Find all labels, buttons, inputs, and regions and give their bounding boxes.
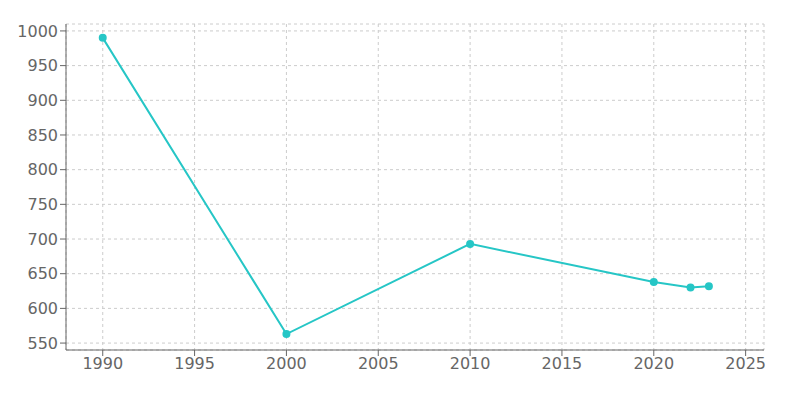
svg-text:950: 950 xyxy=(27,56,58,75)
svg-text:1990: 1990 xyxy=(82,354,123,373)
svg-text:2025: 2025 xyxy=(725,354,766,373)
svg-text:2015: 2015 xyxy=(542,354,583,373)
svg-text:1995: 1995 xyxy=(174,354,215,373)
svg-text:850: 850 xyxy=(27,126,58,145)
svg-text:2020: 2020 xyxy=(633,354,674,373)
svg-text:800: 800 xyxy=(27,160,58,179)
svg-text:750: 750 xyxy=(27,195,58,214)
svg-text:2005: 2005 xyxy=(358,354,399,373)
svg-text:2000: 2000 xyxy=(266,354,307,373)
svg-text:900: 900 xyxy=(27,91,58,110)
svg-text:600: 600 xyxy=(27,299,58,318)
svg-text:1000: 1000 xyxy=(17,22,58,41)
svg-text:550: 550 xyxy=(27,334,58,353)
svg-text:650: 650 xyxy=(27,264,58,283)
svg-text:700: 700 xyxy=(27,230,58,249)
svg-text:2010: 2010 xyxy=(450,354,491,373)
